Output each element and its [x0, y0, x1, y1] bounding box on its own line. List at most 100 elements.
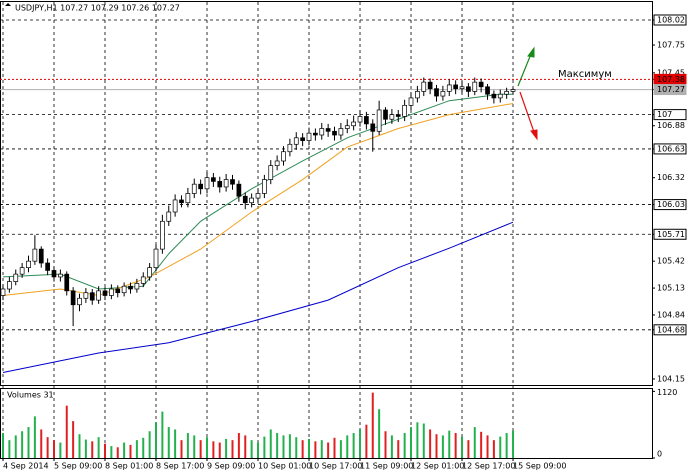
candle-body [83, 292, 89, 299]
y-tick-box [653, 109, 687, 121]
x-tick-label: 11 Sep 09:00 [360, 462, 413, 471]
y-tick-label: 106.63 [657, 144, 685, 153]
candle-body [128, 285, 133, 290]
candle-body [249, 197, 254, 204]
symbol-icon [5, 3, 11, 6]
max-label: Максимум [558, 69, 612, 80]
candle-body [262, 179, 267, 194]
candle-body [408, 97, 414, 106]
candle-body [109, 288, 114, 296]
candle-body [121, 285, 127, 294]
volume-panel [0, 388, 653, 459]
y-tick-label: 105.42 [657, 257, 685, 266]
volume-tick-label: 0 [657, 450, 662, 459]
y-tick-label: 105.13 [657, 284, 685, 293]
x-tick-label: 4 Sep 2014 [3, 462, 49, 471]
volume-label: Volumes 31 [7, 391, 54, 400]
candle-body [64, 273, 70, 292]
candle-body [364, 116, 369, 125]
y-tick-box [653, 228, 687, 240]
candle-body [185, 193, 191, 204]
candle-body [160, 220, 165, 250]
candle-body [26, 260, 31, 269]
candle-body [102, 290, 108, 296]
x-tick-label: 8 Sep 17:00 [156, 462, 204, 471]
candle-body [51, 270, 57, 278]
candle-body [140, 276, 146, 284]
candle-body [115, 288, 121, 294]
x-tick-label: 10 Sep 01:00 [258, 462, 311, 471]
volume-tick-label: 1120 [657, 388, 677, 397]
candle-body [236, 183, 242, 197]
chart-title: USDJPY,H1 107.27 107.29 107.26 107.27 [15, 4, 180, 13]
candle-body [338, 128, 344, 136]
candle-body [319, 128, 325, 136]
x-tick-label: 12 Sep 01:00 [411, 462, 464, 471]
candle-body [370, 123, 376, 132]
moving-average [2, 221, 514, 373]
x-tick-label: 9 Sep 09:00 [207, 462, 255, 471]
candle-body [440, 91, 446, 97]
candle-body [153, 248, 159, 269]
candle-body [497, 93, 503, 99]
y-tick-box [653, 324, 687, 336]
y-tick-label: 107.27 [657, 85, 685, 94]
y-tick-box [653, 14, 687, 26]
candle-body [0, 288, 6, 296]
y-tick-label: 105.71 [657, 230, 685, 239]
x-tick-label: 12 Sep 17:00 [462, 462, 515, 471]
candle-body [96, 290, 101, 301]
candle-body [172, 199, 178, 213]
candle-body [268, 165, 274, 180]
candle-body [45, 262, 50, 271]
y-tick-box [653, 84, 687, 96]
candle-body [395, 114, 401, 117]
candle-body [19, 267, 25, 275]
candle-body [434, 88, 439, 97]
y-tick-box [653, 199, 687, 211]
candle-body [134, 283, 140, 290]
red-arrow [519, 91, 538, 141]
candle-body [70, 290, 76, 306]
candle-body [402, 104, 407, 117]
y-tick-label: 107.38 [657, 75, 685, 84]
price-panel [0, 1, 653, 386]
candle-body [357, 116, 363, 123]
candle-body [376, 109, 382, 132]
candle-body [223, 179, 229, 188]
candle-body [147, 267, 152, 278]
candle-body [446, 84, 452, 92]
candle-body [242, 195, 248, 204]
candle-body [306, 132, 312, 141]
x-tick-label: 5 Sep 09:00 [54, 462, 102, 471]
y-tick-label: 104.15 [657, 374, 685, 383]
candle-body [77, 297, 82, 306]
candle-body [58, 273, 63, 278]
candle-body [300, 137, 305, 141]
candle-body [211, 177, 216, 182]
y-tick-label: 104.68 [657, 325, 685, 334]
candle-body [255, 193, 261, 199]
candle-body [344, 125, 350, 129]
candle-body [383, 109, 388, 120]
candle-body [466, 86, 471, 92]
candle-body [389, 114, 395, 120]
candle-body [230, 179, 235, 185]
y-tick-label: 107.75 [657, 41, 685, 50]
candle-body [166, 211, 172, 222]
candle-body [427, 81, 433, 89]
candle-body [191, 183, 197, 194]
candle-body [421, 81, 427, 92]
x-tick-label: 10 Sep 17:00 [309, 462, 362, 471]
candle-body [179, 199, 184, 204]
candle-body [274, 160, 280, 166]
candle-body [478, 81, 484, 88]
x-tick-label: 8 Sep 01:00 [105, 462, 153, 471]
y-tick-label: 104.84 [657, 310, 685, 319]
candle-body [281, 151, 286, 162]
y-tick-label: 106.32 [657, 173, 685, 182]
candle-body [32, 248, 38, 262]
y-tick-label: 107.45 [657, 68, 685, 77]
y-tick-label: 107 [657, 110, 672, 119]
